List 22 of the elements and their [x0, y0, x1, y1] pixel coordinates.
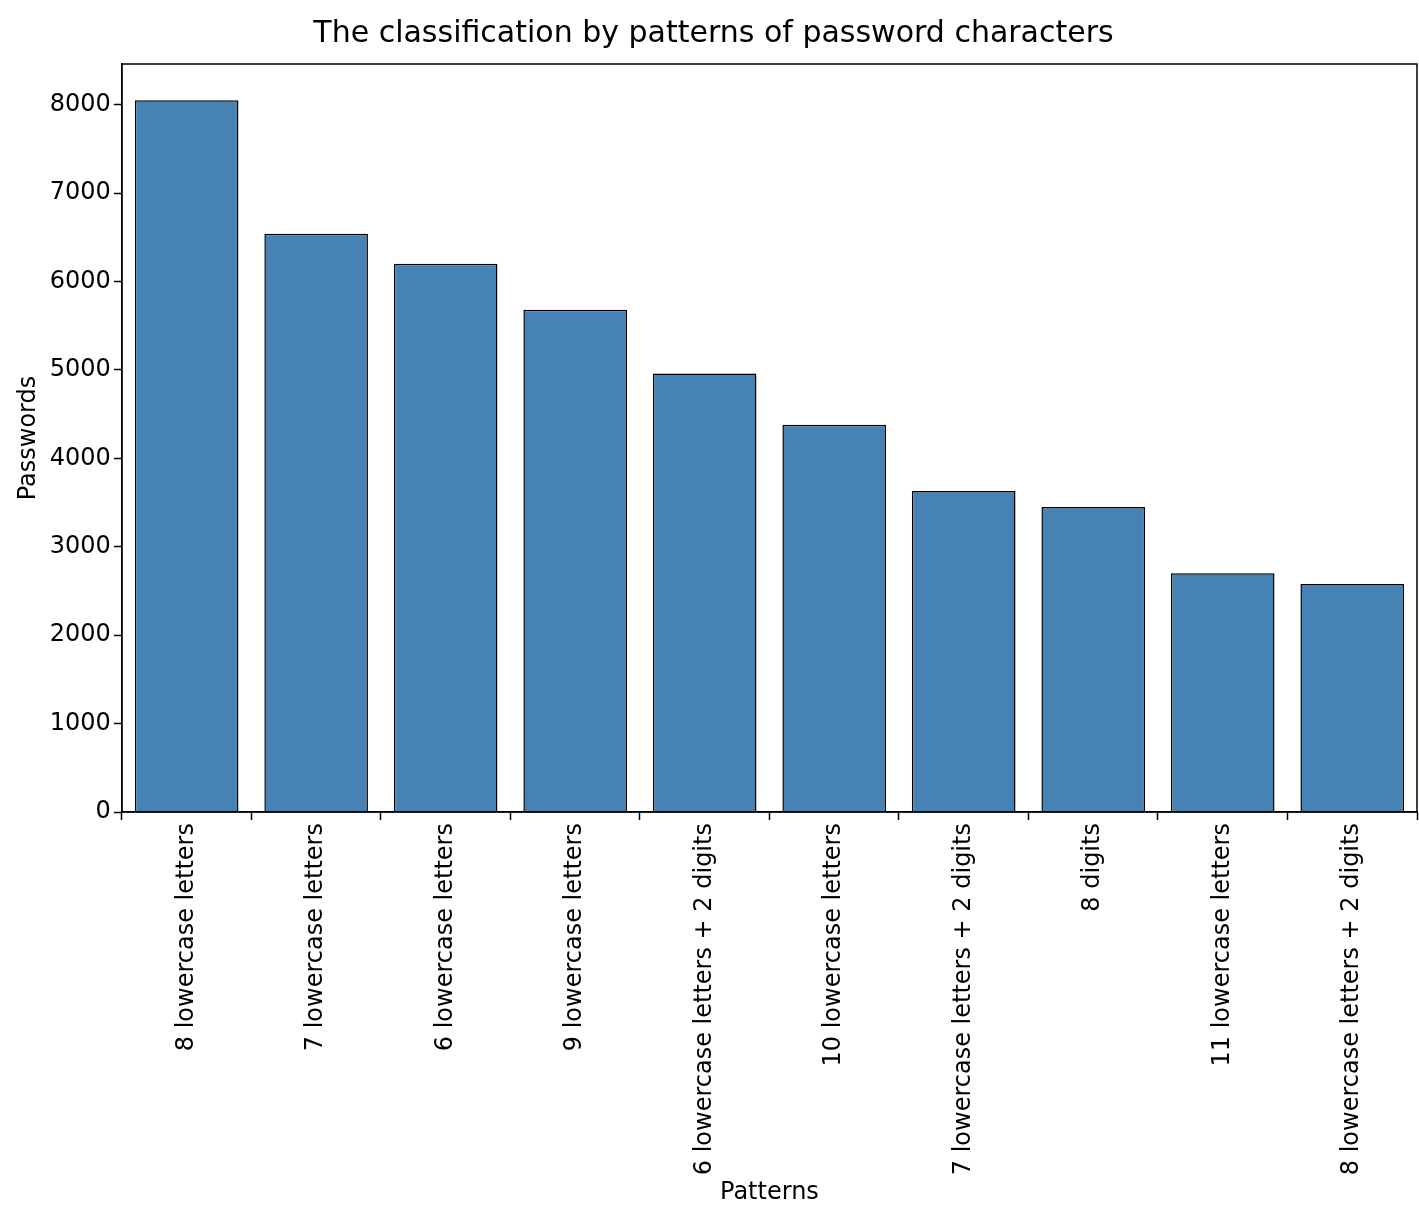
x-tick-label: 7 lowercase letters + 2 digits — [947, 823, 976, 1176]
x-tick-label: 6 lowercase letters + 2 digits — [688, 823, 717, 1176]
y-tick-label: 6000 — [49, 265, 111, 294]
y-tick-label: 8000 — [49, 88, 111, 117]
x-tick-label: 6 lowercase letters — [429, 823, 458, 1052]
y-tick-label: 4000 — [49, 442, 111, 471]
x-tick-label: 9 lowercase letters — [559, 823, 588, 1052]
y-axis-title: Passwords — [12, 375, 41, 501]
y-tick-label: 2000 — [49, 619, 111, 648]
x-tick-label: 11 lowercase letters — [1206, 823, 1235, 1067]
y-tick-label: 5000 — [49, 354, 111, 383]
y-tick-label: 0 — [95, 796, 111, 825]
y-tick-label: 7000 — [49, 177, 111, 206]
x-tick-label: 10 lowercase letters — [818, 823, 847, 1067]
x-tick-label: 8 lowercase letters — [170, 823, 199, 1052]
y-tick-label: 3000 — [49, 531, 111, 560]
x-axis-title: Patterns — [720, 1176, 819, 1205]
y-tick-label: 1000 — [49, 707, 111, 736]
x-tick-label: 7 lowercase letters — [300, 823, 329, 1052]
x-tick-label: 8 lowercase letters + 2 digits — [1336, 823, 1365, 1176]
chart-title: The classification by patterns of password characters — [312, 13, 1114, 49]
x-tick-label: 8 digits — [1077, 823, 1106, 912]
